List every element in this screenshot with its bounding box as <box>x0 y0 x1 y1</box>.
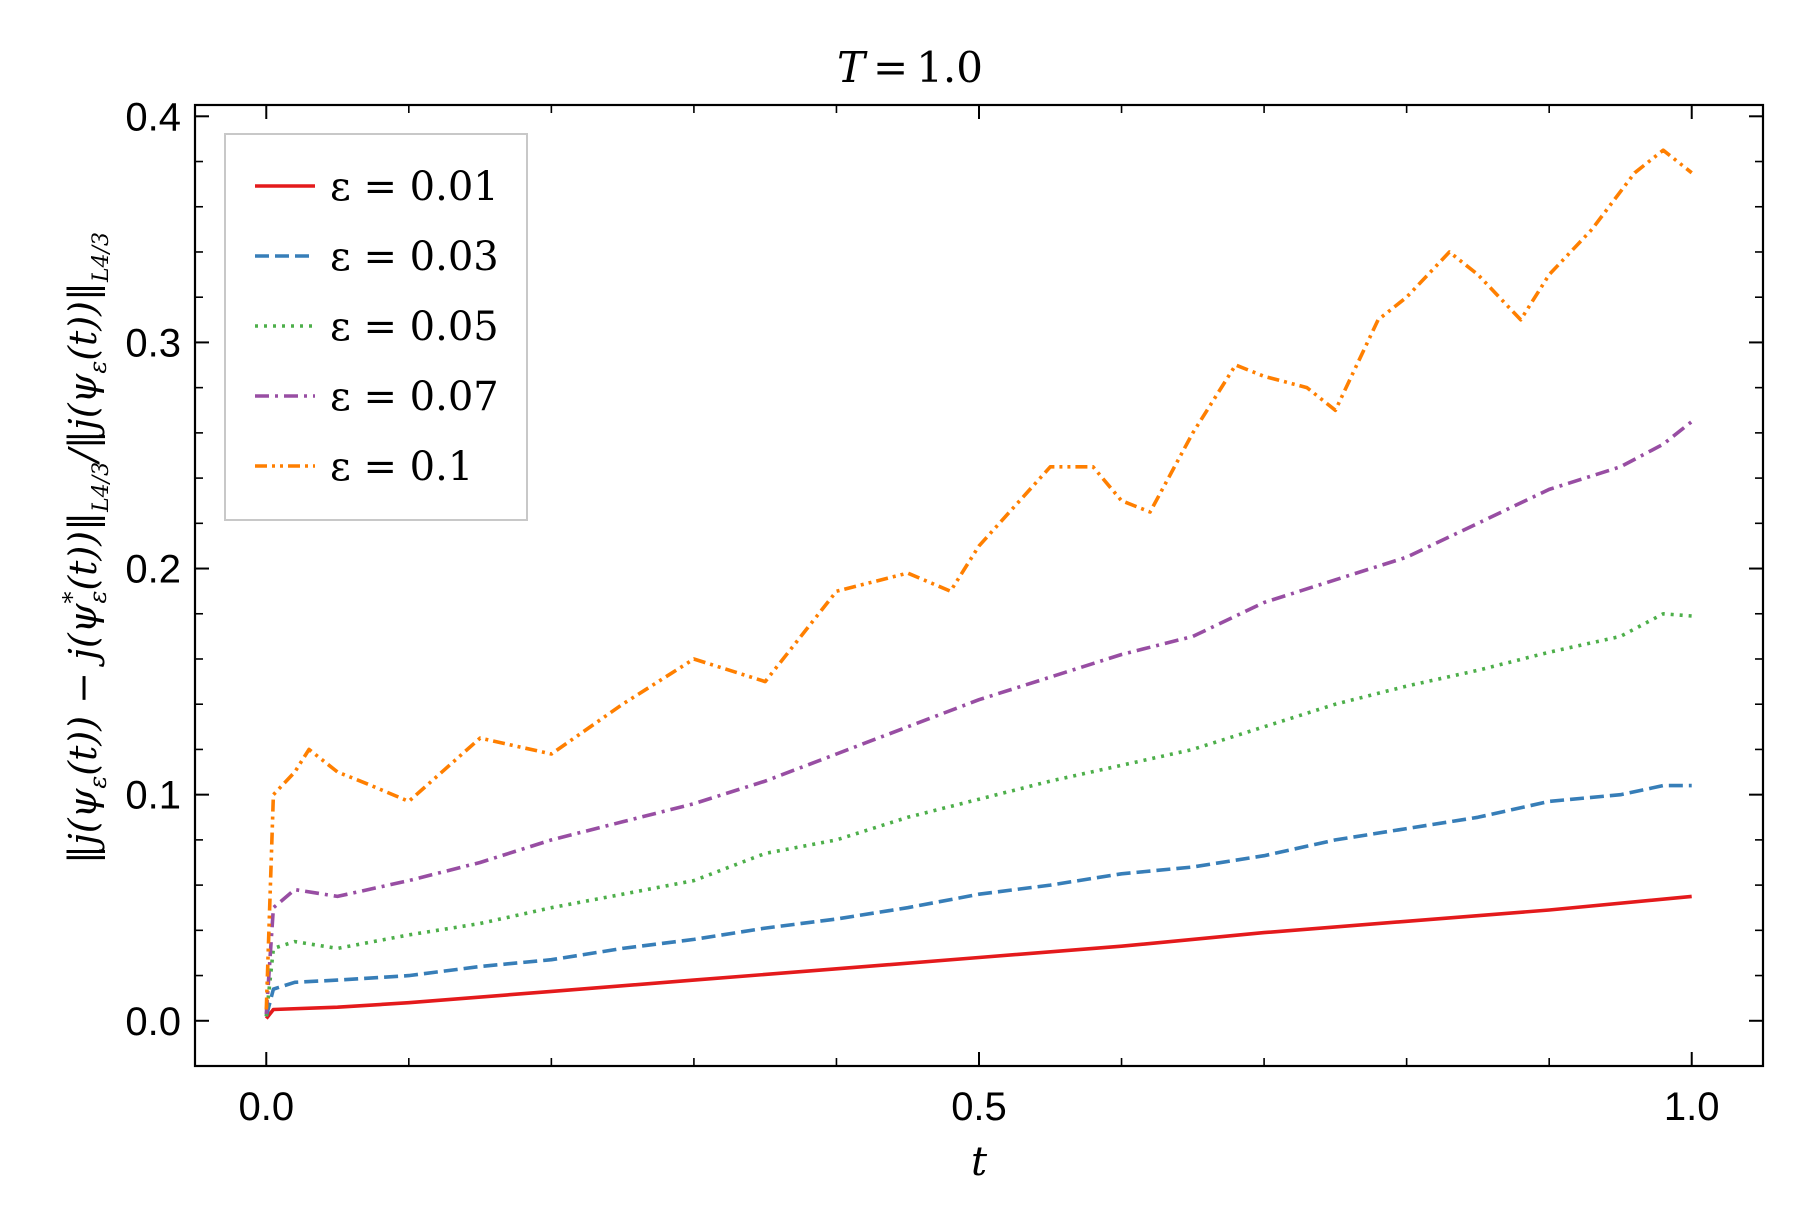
y-tick-label: 0.4 <box>125 95 181 139</box>
legend-label: ε = 0.03 <box>330 234 499 280</box>
series-line-5 <box>264 148 1693 1010</box>
legend-label: ε = 0.01 <box>330 164 499 210</box>
y-tick-label: 0.3 <box>125 321 181 365</box>
y-tick-label: 0.0 <box>125 1000 181 1044</box>
series-line-1 <box>264 894 1692 1020</box>
legend-label: ε = 0.05 <box>330 304 499 350</box>
y-tick-label: 0.1 <box>125 774 181 818</box>
legend-item: ε = 0.01 <box>255 164 499 210</box>
legend-item: ε = 0.07 <box>255 374 499 420</box>
x-tick-label: 0.5 <box>951 1085 1007 1129</box>
series-line-4 <box>264 420 1693 1015</box>
y-axis-label: ‖j(ψε(t)) − j(ψ*ε(t))‖L4/3/‖j(ψε(t))‖L4/… <box>58 232 114 864</box>
svg-text:‖j(ψε(t)) − j(ψ*ε(t))‖L4/3/‖j(: ‖j(ψε(t)) − j(ψ*ε(t))‖L4/3/‖j(ψε(t))‖L4/… <box>58 232 114 864</box>
x-axis-label: t <box>971 1139 988 1185</box>
y-tick-label: 0.2 <box>125 548 181 592</box>
series-line-3 <box>264 611 1692 1017</box>
legend: ε = 0.01 ε = 0.03 ε = 0.05 ε = 0.07 ε = 0.1 <box>224 133 528 521</box>
legend-label: ε = 0.07 <box>330 374 499 420</box>
chart-title: T = 1.0 <box>837 43 983 92</box>
legend-label: ε = 0.1 <box>330 444 473 490</box>
legend-item: ε = 0.1 <box>255 444 473 490</box>
x-tick-label: 0.0 <box>238 1085 294 1129</box>
legend-item: ε = 0.05 <box>255 304 499 350</box>
legend-item: ε = 0.03 <box>255 234 499 280</box>
series-line-2 <box>264 783 1692 1017</box>
x-tick-label: 1.0 <box>1664 1085 1720 1129</box>
